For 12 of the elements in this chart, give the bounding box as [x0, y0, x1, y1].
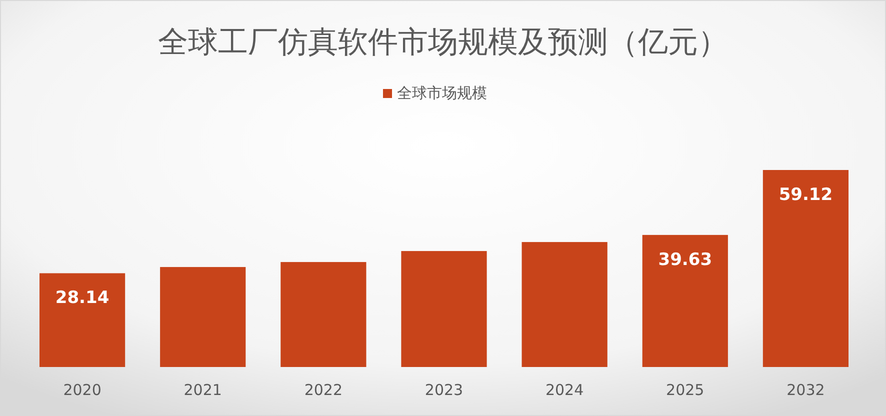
- xtick: 2023: [424, 381, 464, 399]
- xtick: 2020: [63, 381, 102, 399]
- data-label: 59.12: [778, 185, 833, 205]
- data-label: 39.63: [658, 250, 712, 270]
- legend: 全球市场规模: [383, 84, 487, 102]
- xtick: 2021: [184, 381, 222, 399]
- xtick: 2025: [666, 381, 704, 399]
- xtick: 2022: [304, 381, 343, 399]
- title: 全球工厂仿真软件市场规模及预测（亿元）: [158, 25, 728, 60]
- data-label: 28.14: [55, 288, 110, 308]
- xtick: 2032: [786, 381, 825, 399]
- xtick: 2024: [545, 381, 584, 399]
